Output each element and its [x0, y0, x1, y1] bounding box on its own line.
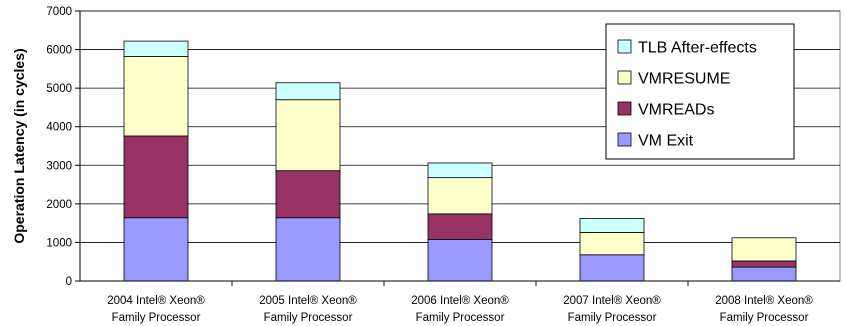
x-tick-label-line: Family Processor — [112, 312, 201, 324]
legend-swatch — [617, 132, 632, 147]
bar-segment — [275, 170, 341, 219]
legend-label: VMRESUME — [638, 71, 730, 88]
bar-segment — [123, 135, 189, 219]
y-tick-label: 2000 — [46, 199, 72, 211]
x-tick-label: 2005 Intel® Xeon® Family Processor — [259, 295, 357, 324]
x-tick-label-line: 2004 Intel® Xeon® — [107, 295, 205, 307]
x-tick-label: 2006 Intel® Xeon® Family Processor — [411, 295, 509, 324]
x-tick-label-line: Family Processor — [720, 312, 809, 324]
bars — [123, 40, 797, 282]
legend-swatch — [617, 39, 632, 54]
x-tick-label-line: 2006 Intel® Xeon® — [411, 295, 509, 307]
y-tick-label: 6000 — [46, 45, 72, 57]
x-tick-label-line: 2008 Intel® Xeon® — [715, 295, 813, 307]
bar-segment — [123, 56, 189, 137]
bar-segment — [275, 217, 341, 282]
bar-segment — [579, 254, 645, 282]
y-axis-title: Operation Latency (in cycles) — [11, 48, 27, 243]
x-tick-label-line: 2005 Intel® Xeon® — [259, 295, 357, 307]
bar-segment — [427, 213, 493, 240]
bar-segment — [427, 162, 493, 179]
y-tick-label: 1000 — [46, 237, 72, 249]
x-tick-label-line: Family Processor — [568, 312, 657, 324]
bar-segment — [731, 266, 797, 282]
x-tick-label: 2004 Intel® Xeon® Family Processor — [107, 295, 205, 324]
x-tick-label: 2008 Intel® Xeon® Family Processor — [715, 295, 813, 324]
bar-segment — [275, 82, 341, 101]
x-tick-label: 2007 Intel® Xeon® Family Processor — [563, 295, 661, 324]
x-tick-label-line: Family Processor — [264, 312, 353, 324]
bar-segment — [427, 238, 493, 282]
bar-segment — [579, 218, 645, 233]
bar-segment — [427, 177, 493, 215]
y-axis-ticks: 0 1000 2000 3000 4000 5000 6000 7000 — [46, 6, 80, 288]
legend-label: VM Exit — [638, 133, 694, 150]
bar-segment — [579, 231, 645, 256]
x-tick-label-line: 2007 Intel® Xeon® — [563, 295, 661, 307]
legend-label: TLB After-effects — [638, 40, 757, 57]
bar-segment — [123, 217, 189, 282]
bar-segment — [275, 99, 341, 172]
y-tick-label: 5000 — [46, 83, 72, 95]
y-tick-label: 3000 — [46, 160, 72, 172]
y-tick-label: 4000 — [46, 122, 72, 134]
y-tick-label: 0 — [66, 276, 72, 288]
legend-swatch — [617, 70, 632, 85]
legend-box — [605, 23, 795, 160]
bar-segment — [731, 260, 797, 268]
bar-segment — [731, 237, 797, 262]
legend: TLB After-effects VMRESUME VMREADs VM Exit — [605, 23, 795, 160]
legend-label: VMREADs — [638, 102, 714, 119]
legend-swatch — [617, 101, 632, 116]
y-tick-label: 7000 — [46, 6, 72, 18]
bar-segment — [123, 40, 189, 57]
x-tick-label-line: Family Processor — [416, 312, 505, 324]
